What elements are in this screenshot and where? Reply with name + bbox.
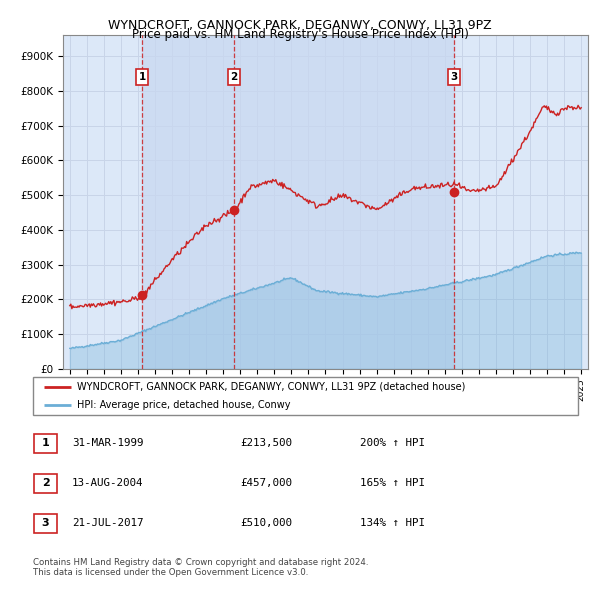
Text: 3: 3	[42, 519, 49, 528]
Text: £213,500: £213,500	[240, 438, 292, 448]
Text: 200% ↑ HPI: 200% ↑ HPI	[360, 438, 425, 448]
Text: 21-JUL-2017: 21-JUL-2017	[72, 519, 143, 528]
Text: 134% ↑ HPI: 134% ↑ HPI	[360, 519, 425, 528]
Text: HPI: Average price, detached house, Conwy: HPI: Average price, detached house, Conw…	[77, 400, 290, 410]
Text: 165% ↑ HPI: 165% ↑ HPI	[360, 478, 425, 488]
Text: 2: 2	[42, 478, 49, 488]
Bar	[234, 35, 454, 369]
FancyBboxPatch shape	[34, 474, 57, 493]
Text: 3: 3	[451, 72, 458, 82]
Text: 31-MAR-1999: 31-MAR-1999	[72, 438, 143, 448]
FancyBboxPatch shape	[34, 514, 57, 533]
Text: 2: 2	[230, 72, 238, 82]
Text: £457,000: £457,000	[240, 478, 292, 488]
Text: Price paid vs. HM Land Registry's House Price Index (HPI): Price paid vs. HM Land Registry's House …	[131, 28, 469, 41]
FancyBboxPatch shape	[33, 376, 578, 415]
Text: WYNDCROFT, GANNOCK PARK, DEGANWY, CONWY, LL31 9PZ: WYNDCROFT, GANNOCK PARK, DEGANWY, CONWY,…	[108, 19, 492, 32]
Text: Contains HM Land Registry data © Crown copyright and database right 2024.
This d: Contains HM Land Registry data © Crown c…	[33, 558, 368, 577]
FancyBboxPatch shape	[34, 434, 57, 453]
Text: 1: 1	[42, 438, 49, 448]
Text: 1: 1	[139, 72, 146, 82]
Text: £510,000: £510,000	[240, 519, 292, 528]
Text: 13-AUG-2004: 13-AUG-2004	[72, 478, 143, 488]
Bar	[142, 35, 234, 369]
Text: WYNDCROFT, GANNOCK PARK, DEGANWY, CONWY, LL31 9PZ (detached house): WYNDCROFT, GANNOCK PARK, DEGANWY, CONWY,…	[77, 382, 465, 392]
